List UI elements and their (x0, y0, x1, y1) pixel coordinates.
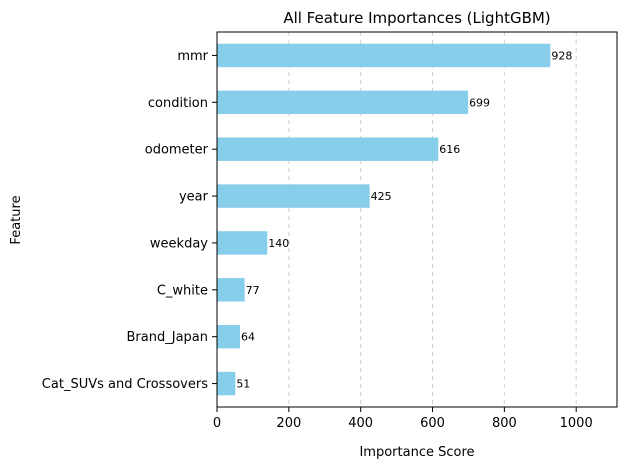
y-tick-label: condition (148, 96, 208, 111)
bar-c-white (217, 278, 245, 302)
bars (217, 43, 551, 396)
x-axis-label: Importance Score (359, 445, 474, 460)
x-tick-label: 400 (348, 416, 373, 431)
chart-title: All Feature Importances (LightGBM) (283, 9, 550, 27)
bar-brand-japan (217, 324, 240, 349)
y-tick-label: weekday (150, 236, 208, 251)
data-label: 928 (551, 49, 572, 62)
y-tick-label: mmr (177, 49, 208, 64)
bar-mmr (217, 43, 551, 68)
y-tick-label: year (179, 190, 209, 205)
bar-weekday (217, 231, 268, 255)
data-label: 140 (268, 237, 289, 250)
x-tick-label: 200 (276, 416, 301, 431)
bar-odometer (217, 137, 439, 161)
y-axis-label: Feature (9, 195, 24, 244)
x-tick-label: 1000 (560, 416, 593, 431)
x-tick-label: 0 (213, 416, 221, 431)
bar-year (217, 184, 370, 208)
y-ticks: mmr condition odometer year weekday C_white Br… (42, 49, 217, 392)
data-label: 64 (241, 331, 255, 344)
grid-lines (288, 32, 577, 407)
data-labels: 928 699 616 425 140 77 64 51 (236, 49, 572, 390)
bar-cat-suvs-and-crossovers (217, 371, 236, 396)
data-label: 616 (439, 143, 460, 156)
data-label: 51 (236, 378, 250, 391)
y-tick-label: Brand_Japan (127, 330, 208, 345)
x-ticks: 0 200 400 600 800 1000 (213, 407, 593, 431)
y-tick-label: Cat_SUVs and Crossovers (42, 377, 208, 392)
x-tick-label: 600 (420, 416, 445, 431)
data-label: 77 (246, 284, 260, 297)
y-tick-label: C_white (157, 283, 208, 298)
bar-condition (217, 90, 469, 115)
data-label: 425 (371, 190, 392, 203)
y-tick-label: odometer (145, 143, 209, 158)
data-label: 699 (469, 96, 490, 109)
plot-frame (216, 31, 618, 408)
x-tick-label: 800 (492, 416, 517, 431)
